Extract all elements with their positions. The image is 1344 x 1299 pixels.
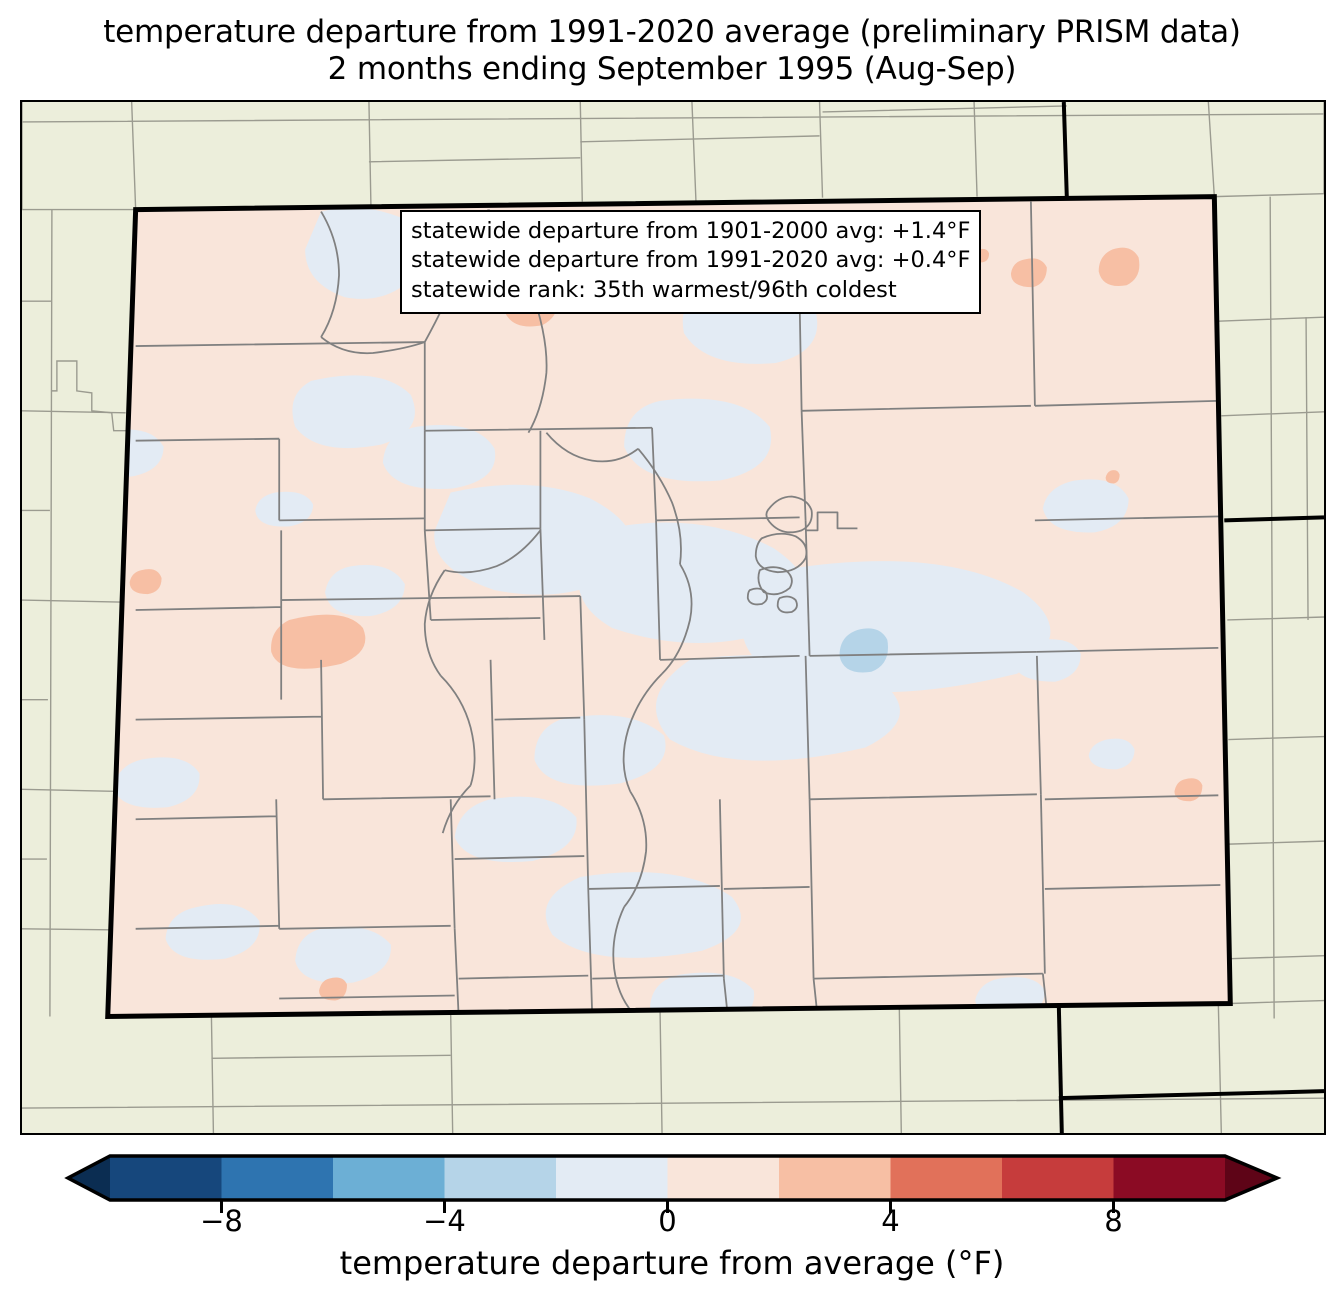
- title-line-1: temperature departure from 1991-2020 ave…: [103, 14, 1241, 50]
- colorado-county-lines: [135, 201, 1221, 1017]
- colorbar-bin-0: [110, 1156, 222, 1200]
- stats-line-2: statewide departure from 1991-2020 avg: …: [411, 247, 971, 274]
- colorbar-bin-7: [890, 1156, 1002, 1200]
- colorbar-bin-5: [667, 1156, 779, 1200]
- colorbar-bin-8: [1002, 1156, 1114, 1200]
- fill-cool-mid-patches: [839, 628, 889, 673]
- colorbar-over-arrow: [1225, 1156, 1277, 1200]
- colorbar-axis-label: temperature departure from average (°F): [339, 1244, 1005, 1282]
- neighbor-state-borders: [1056, 102, 1324, 1133]
- colorbar-bin-3: [444, 1156, 556, 1200]
- colorbar-tick-label-1: −4: [423, 1204, 466, 1238]
- colorbar-tick-label-0: −8: [200, 1204, 243, 1238]
- colorbar-outline: [64, 1154, 1282, 1202]
- colorbar-under-arrow: [68, 1156, 110, 1200]
- colorado-state-border: [105, 194, 1233, 1019]
- colorbar-bin-6: [779, 1156, 891, 1200]
- map-frame: statewide departure from 1901-2000 avg: …: [20, 100, 1326, 1135]
- colorbar-bin-4: [556, 1156, 668, 1200]
- stats-line-1: statewide departure from 1901-2000 avg: …: [411, 218, 971, 244]
- colorbar-bin-2: [333, 1156, 445, 1200]
- colorbar-bin-9: [1113, 1156, 1225, 1200]
- colorbar[interactable]: [0, 1148, 1344, 1248]
- statewide-stats-box: statewide departure from 1901-2000 avg: …: [400, 210, 982, 314]
- page-title: temperature departure from 1991-2020 ave…: [0, 14, 1344, 87]
- colorbar-tick-label-3: 4: [881, 1204, 900, 1238]
- colorbar-bins: [110, 1156, 1225, 1200]
- colorbar-tick-label-2: 0: [658, 1204, 677, 1238]
- stats-line-3: statewide rank: 35th warmest/96th coldes…: [411, 276, 897, 303]
- colorbar-ticks: [220, 1200, 1115, 1213]
- colorbar-tick-label-4: 8: [1104, 1204, 1123, 1238]
- colorbar-region: −8 −4 0 4 8 temperature departure from avera…: [0, 1148, 1344, 1299]
- colorbar-bin-1: [221, 1156, 333, 1200]
- title-line-2: 2 months ending September 1995 (Aug-Sep): [327, 50, 1017, 87]
